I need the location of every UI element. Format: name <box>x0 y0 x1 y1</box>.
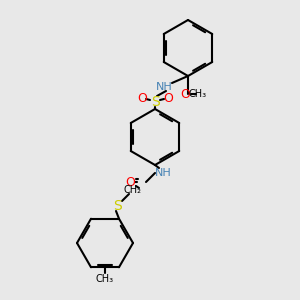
Text: CH₃: CH₃ <box>189 89 207 99</box>
Text: S: S <box>151 95 159 109</box>
Text: S: S <box>114 199 122 213</box>
Text: O: O <box>163 92 173 104</box>
Text: CH₂: CH₂ <box>124 185 142 195</box>
Text: NH: NH <box>156 82 172 92</box>
Text: O: O <box>137 92 147 104</box>
Text: O: O <box>180 88 190 100</box>
Text: O: O <box>125 176 135 188</box>
Text: NH: NH <box>154 168 171 178</box>
Text: CH₃: CH₃ <box>96 274 114 284</box>
